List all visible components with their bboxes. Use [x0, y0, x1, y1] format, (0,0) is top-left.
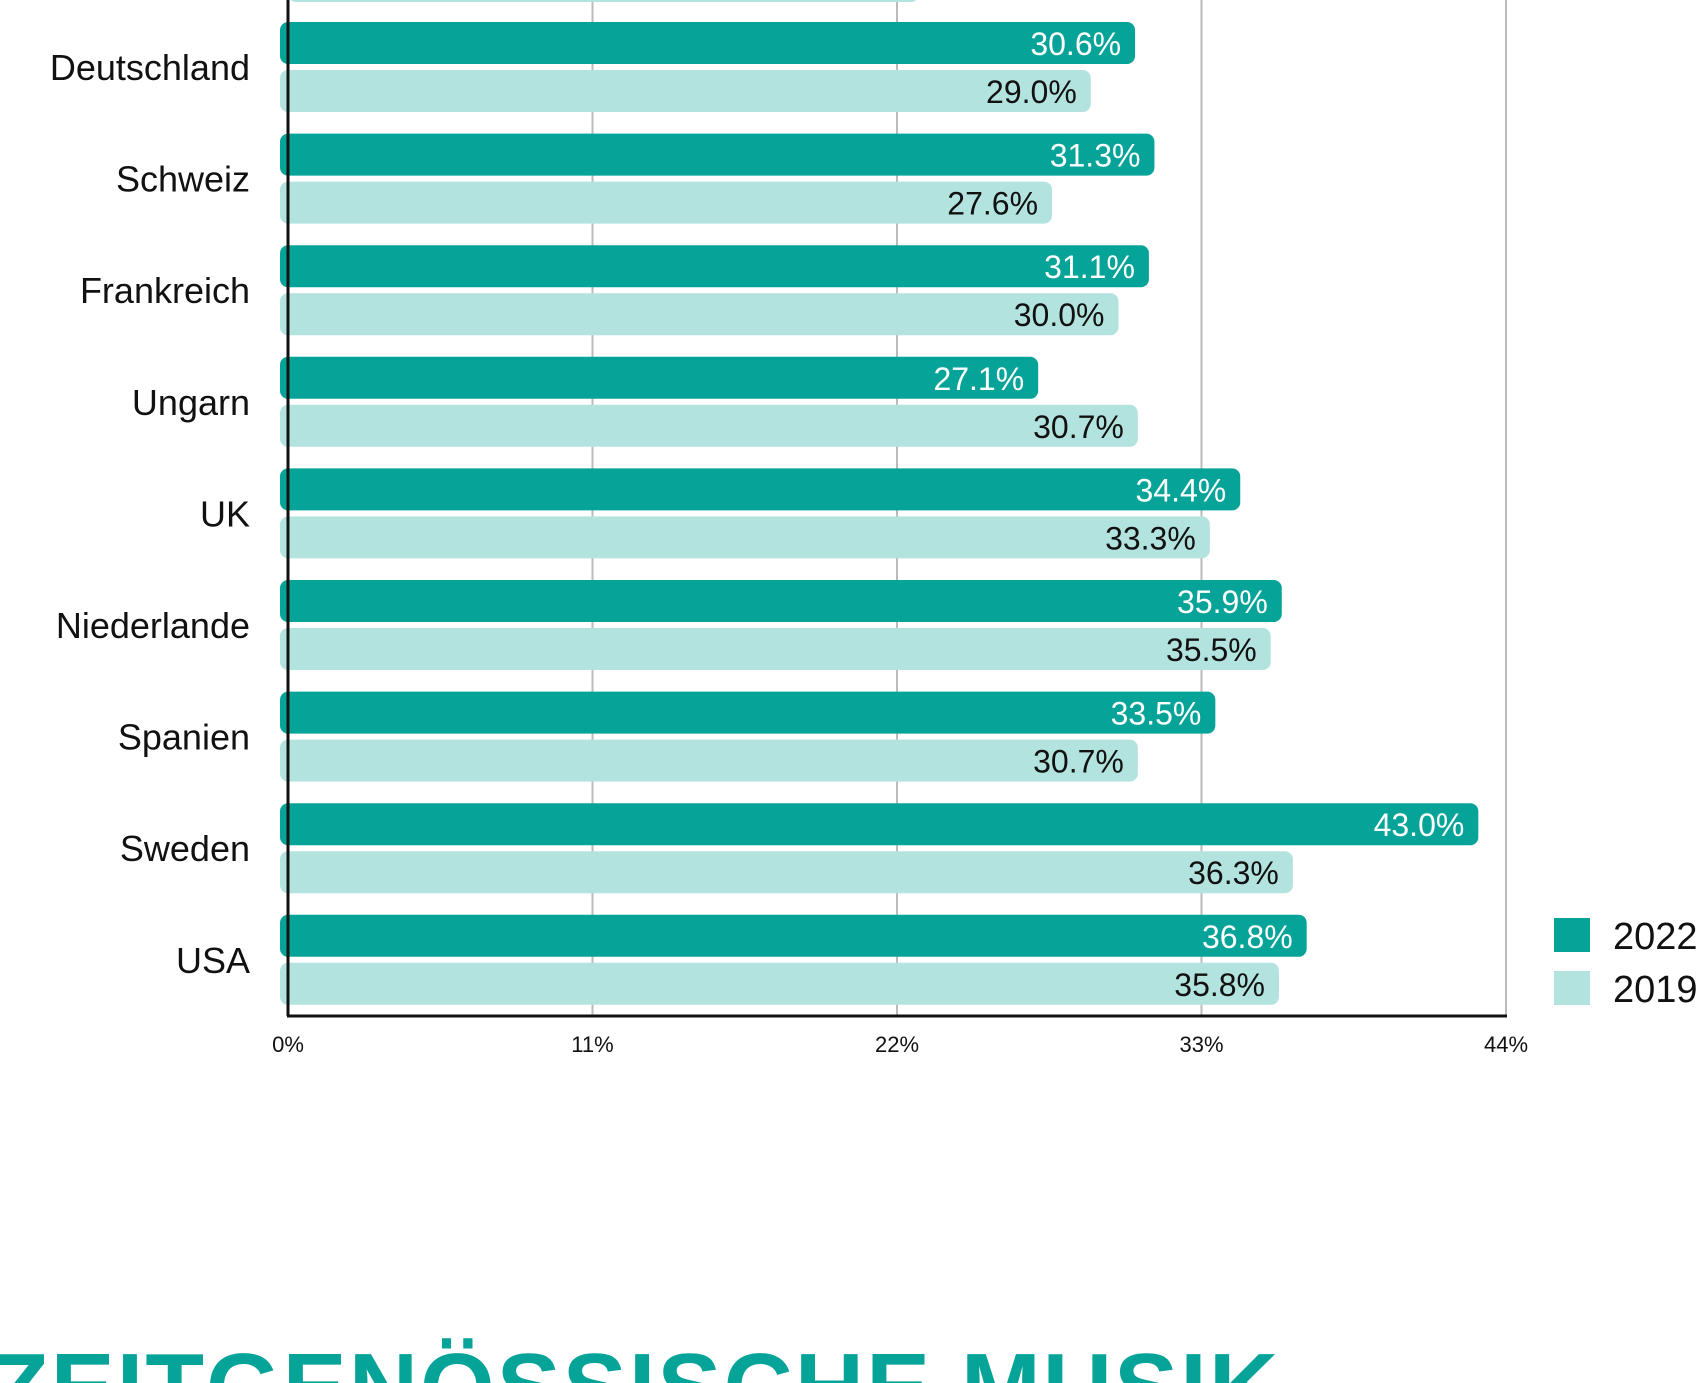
legend-swatch-2019: [1554, 971, 1590, 1005]
value-label-ungarn-2019: 30.7%: [1033, 409, 1124, 445]
category-label-frankreich: Frankreich: [80, 270, 250, 311]
x-tick-label-11: 11%: [571, 1032, 613, 1057]
partial-bar-cutoff: [290, 0, 917, 2]
bar-ungarn-2019: [280, 404, 1138, 447]
bar-frankreich-2022: [280, 245, 1149, 288]
category-label-uk: UK: [200, 493, 250, 534]
category-label-schweiz: Schweiz: [116, 159, 250, 200]
bar-schweiz-2022: [280, 133, 1155, 176]
category-label-spanien: Spanien: [118, 717, 250, 758]
value-label-niederlande-2022: 35.9%: [1177, 584, 1268, 620]
value-label-usa-2022: 36.8%: [1202, 919, 1293, 955]
value-label-spanien-2022: 33.5%: [1111, 696, 1202, 732]
category-label-deutschland: Deutschland: [50, 47, 250, 88]
value-label-ungarn-2022: 27.1%: [933, 361, 1024, 397]
value-label-uk-2022: 34.4%: [1136, 472, 1227, 508]
bar-uk-2019: [280, 516, 1210, 559]
value-label-deutschland-2022: 30.6%: [1030, 26, 1121, 62]
bar-sweden-2022: [280, 803, 1479, 846]
category-label-ungarn: Ungarn: [132, 382, 250, 423]
x-tick-label-33: 33%: [1179, 1032, 1223, 1057]
x-tick-label-44: 44%: [1484, 1032, 1528, 1057]
bar-niederlande-2022: [280, 580, 1282, 622]
bar-frankreich-2019: [280, 293, 1119, 336]
bar-spanien-2019: [280, 739, 1138, 782]
value-label-schweiz-2019: 27.6%: [947, 186, 1038, 222]
legend-swatch-2022: [1554, 918, 1590, 952]
legend: 2022 2019: [1554, 916, 1698, 1011]
x-tick-label-22: 22%: [875, 1032, 919, 1057]
bar-uk-2022: [280, 468, 1241, 511]
partial-bar-top: [290, 0, 917, 2]
category-label-niederlande: Niederlande: [56, 605, 250, 646]
bar-deutschland-2022: [280, 22, 1136, 64]
category-label-usa: USA: [176, 940, 250, 981]
bar-niederlande-2019: [280, 628, 1271, 670]
legend-label-2019: 2019: [1613, 969, 1698, 1011]
value-label-schweiz-2022: 31.3%: [1050, 138, 1141, 174]
value-label-uk-2019: 33.3%: [1105, 520, 1196, 556]
bar-usa-2019: [280, 962, 1280, 1005]
value-label-sweden-2022: 43.0%: [1374, 807, 1465, 843]
value-label-deutschland-2019: 29.0%: [986, 74, 1077, 110]
value-label-usa-2019: 35.8%: [1174, 967, 1265, 1003]
value-label-frankreich-2019: 30.0%: [1014, 297, 1105, 333]
bar-schweiz-2019: [280, 181, 1053, 224]
value-label-spanien-2019: 30.7%: [1033, 744, 1124, 780]
category-label-sweden: Sweden: [120, 828, 250, 869]
value-label-frankreich-2022: 31.1%: [1044, 249, 1135, 285]
bars: [280, 22, 1479, 1005]
bar-ungarn-2022: [280, 356, 1039, 399]
labels: 30.6% 29.0% Deutschland 31.3% 27.6% Schweiz 31…: [50, 26, 1464, 1003]
x-tick-label-0: 0%: [272, 1032, 304, 1057]
bar-spanien-2022: [280, 691, 1216, 734]
value-label-sweden-2019: 36.3%: [1188, 855, 1279, 891]
value-label-niederlande-2019: 35.5%: [1166, 632, 1257, 668]
bar-sweden-2019: [280, 851, 1293, 894]
bar-usa-2022: [280, 914, 1307, 957]
legend-label-2022: 2022: [1613, 916, 1698, 958]
axes: 0% 11% 22% 33% 44%: [272, 0, 1528, 1057]
bar-deutschland-2019: [280, 70, 1091, 112]
section-heading: ZEITGENÖSSISCHE MUSIK: [0, 1334, 1280, 1383]
